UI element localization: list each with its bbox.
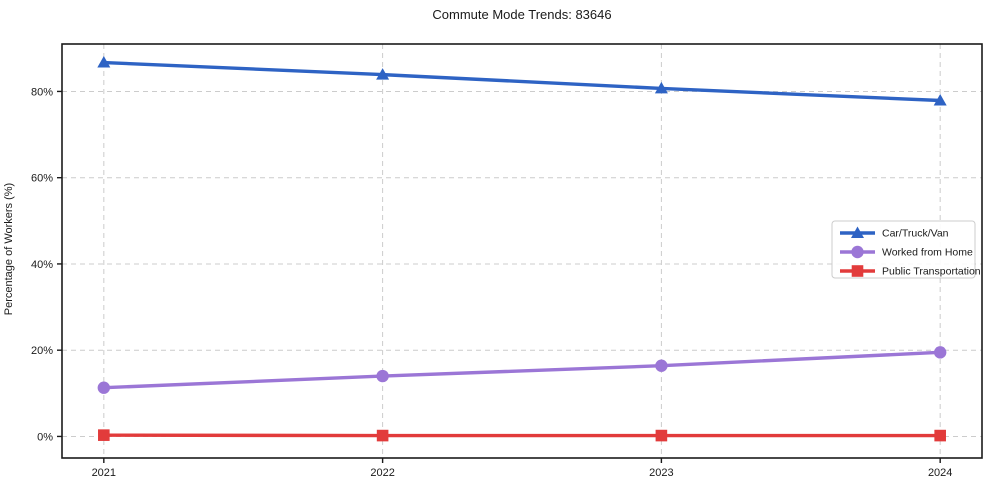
- marker-triangle-car-truck-van: [376, 68, 390, 80]
- legend: Car/Truck/Van Worked from Home Public Tran…: [831, 220, 981, 279]
- y-tick-label: 40%: [31, 259, 53, 271]
- legend-marker-circle-worked-from-home: [851, 245, 864, 259]
- x-tick-label: 2023: [649, 467, 673, 479]
- series-line-car-truck-van: [102, 60, 942, 103]
- chart-title: Commute Mode Trends: 83646: [432, 7, 612, 22]
- legend-label: Car/Truck/Van: [882, 228, 949, 240]
- series-public-transportation: [98, 429, 946, 442]
- x-tick-label: 2021: [92, 467, 116, 479]
- legend-item-car-truck-van: Car/Truck/Van: [840, 226, 949, 240]
- legend-label: Public Transportation: [882, 266, 981, 278]
- marker-circle-worked-from-home: [933, 346, 947, 359]
- legend-box: [831, 220, 976, 279]
- plot-border: [61, 43, 983, 459]
- x-tick-label: 2024: [928, 467, 952, 479]
- marker-circle-worked-from-home: [97, 381, 111, 394]
- series-worked-from-home: [97, 346, 947, 394]
- marker-triangle-car-truck-van: [97, 56, 111, 68]
- legend-marker-triangle-car-truck-van: [851, 226, 864, 238]
- marker-square-public-transportation: [655, 429, 668, 442]
- legend-item-public-transportation: Public Transportation: [840, 265, 981, 278]
- legend-label: Worked from Home: [882, 247, 973, 259]
- y-tick-label: 80%: [31, 86, 53, 98]
- marker-triangle-car-truck-van: [654, 81, 668, 94]
- marker-square-public-transportation: [376, 429, 389, 442]
- series-car-truck-van: [97, 56, 947, 106]
- marker-square-public-transportation: [98, 429, 110, 441]
- legend-marker-square-public-transportation: [851, 265, 864, 277]
- marker-circle-worked-from-home: [376, 369, 389, 383]
- y-tick-label: 0%: [37, 431, 53, 443]
- legend-item-worked-from-home: Worked from Home: [840, 245, 973, 259]
- y-tick-label: 60%: [31, 173, 53, 185]
- marker-square-public-transportation: [934, 429, 946, 442]
- marker-circle-worked-from-home: [655, 359, 668, 372]
- marker-triangle-car-truck-van: [933, 93, 947, 106]
- x-tick-label: 2022: [370, 467, 394, 479]
- y-tick-label: 20%: [31, 345, 53, 357]
- series-line-worked-from-home: [102, 350, 942, 390]
